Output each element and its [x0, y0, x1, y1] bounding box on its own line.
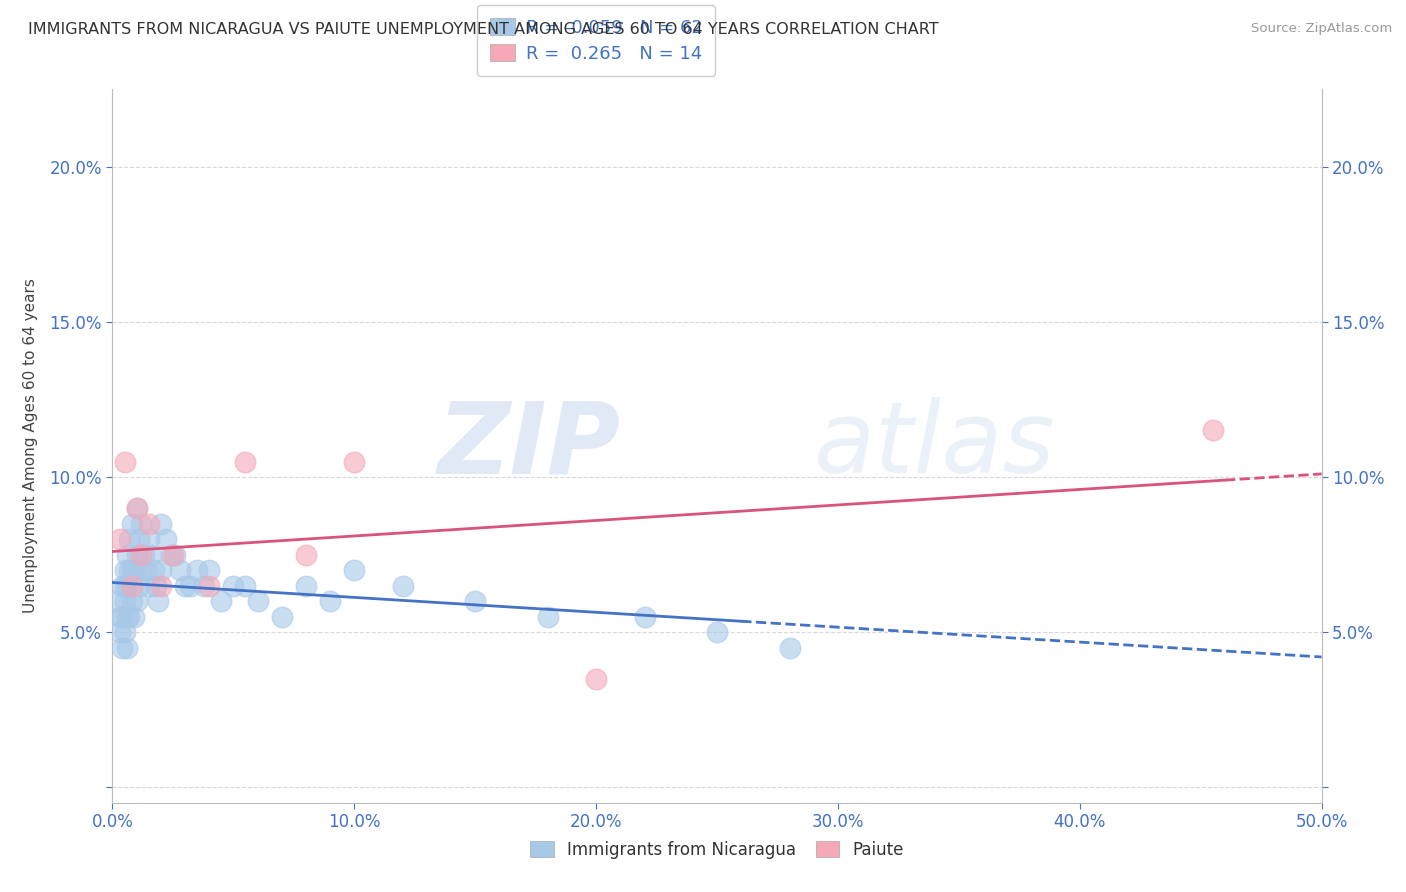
Point	[118, 563, 141, 577]
Point	[391, 579, 413, 593]
Point	[131, 563, 153, 577]
Point	[142, 563, 165, 577]
Point	[138, 579, 160, 593]
Point	[270, 609, 292, 624]
Point	[128, 532, 150, 546]
Point	[132, 548, 155, 562]
Point	[235, 579, 257, 593]
Point	[141, 548, 163, 562]
Point	[122, 563, 145, 577]
Point	[114, 625, 136, 640]
Point	[121, 579, 143, 593]
Text: ZIP: ZIP	[437, 398, 620, 494]
Point	[155, 532, 177, 546]
Point	[125, 501, 148, 516]
Point	[193, 579, 215, 593]
Point	[169, 563, 191, 577]
Text: IMMIGRANTS FROM NICARAGUA VS PAIUTE UNEMPLOYMENT AMONG AGES 60 TO 64 YEARS CORRE: IMMIGRANTS FROM NICARAGUA VS PAIUTE UNEM…	[28, 22, 939, 37]
Point	[138, 532, 160, 546]
Point	[105, 594, 128, 608]
Point	[464, 594, 486, 608]
Point	[121, 516, 143, 531]
Point	[343, 563, 366, 577]
Point	[131, 516, 153, 531]
Point	[186, 563, 208, 577]
Point	[343, 454, 366, 468]
Point	[121, 594, 143, 608]
Y-axis label: Unemployment Among Ages 60 to 64 years: Unemployment Among Ages 60 to 64 years	[24, 278, 38, 614]
Point	[114, 454, 136, 468]
Point	[174, 579, 197, 593]
Point	[198, 563, 221, 577]
Point	[115, 579, 138, 593]
Point	[125, 501, 148, 516]
Point	[295, 579, 318, 593]
Point	[235, 454, 257, 468]
Point	[295, 548, 318, 562]
Point	[165, 548, 187, 562]
Point	[319, 594, 342, 608]
Point	[246, 594, 269, 608]
Point	[162, 548, 184, 562]
Point	[138, 516, 160, 531]
Point	[149, 563, 172, 577]
Point	[111, 609, 134, 624]
Point	[111, 579, 134, 593]
Point	[198, 579, 221, 593]
Point	[537, 609, 560, 624]
Text: Source: ZipAtlas.com: Source: ZipAtlas.com	[1251, 22, 1392, 36]
Point	[222, 579, 245, 593]
Point	[135, 563, 157, 577]
Point	[149, 579, 172, 593]
Point	[159, 548, 181, 562]
Point	[114, 563, 136, 577]
Point	[131, 548, 153, 562]
Point	[149, 516, 172, 531]
Point	[115, 640, 138, 655]
Point	[115, 609, 138, 624]
Point	[125, 548, 148, 562]
Point	[115, 548, 138, 562]
Text: atlas: atlas	[814, 398, 1056, 494]
Legend: Immigrants from Nicaragua, Paiute: Immigrants from Nicaragua, Paiute	[523, 835, 911, 866]
Point	[114, 594, 136, 608]
Point	[585, 672, 607, 686]
Point	[128, 579, 150, 593]
Point	[118, 609, 141, 624]
Point	[145, 579, 167, 593]
Point	[122, 609, 145, 624]
Point	[121, 563, 143, 577]
Point	[179, 579, 201, 593]
Point	[209, 594, 232, 608]
Point	[633, 609, 655, 624]
Point	[111, 640, 134, 655]
Point	[706, 625, 728, 640]
Point	[108, 532, 131, 546]
Point	[108, 609, 131, 624]
Point	[118, 532, 141, 546]
Point	[148, 594, 170, 608]
Point	[125, 594, 148, 608]
Point	[1202, 424, 1225, 438]
Point	[114, 579, 136, 593]
Point	[779, 640, 801, 655]
Point	[108, 625, 131, 640]
